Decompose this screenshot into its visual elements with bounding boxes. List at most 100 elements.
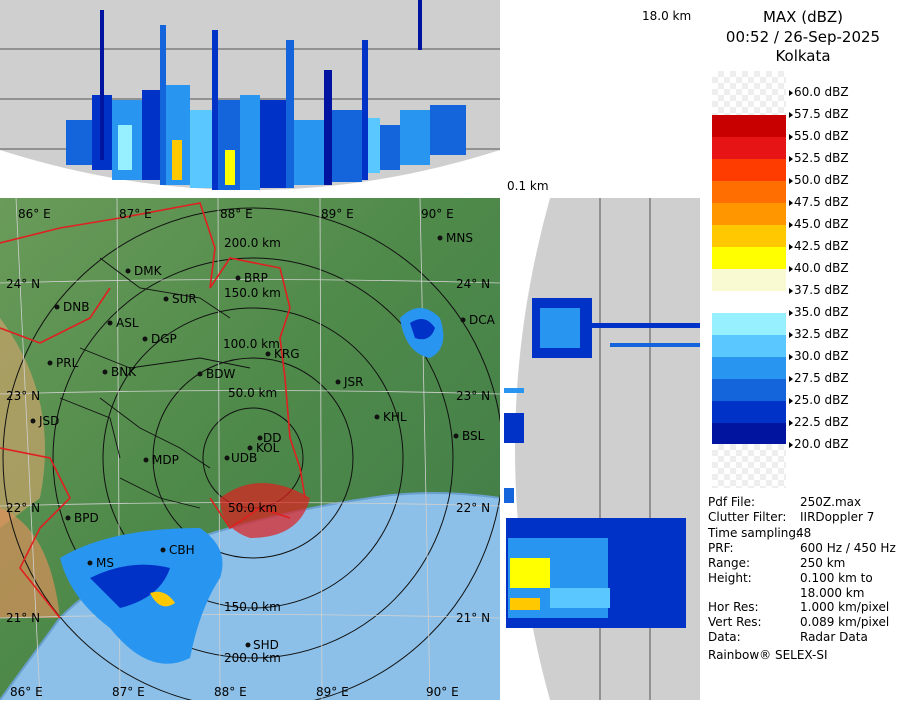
legend-level-label: 30.0 dBZ [794,349,849,363]
lon-label-top: 86° E [18,207,51,221]
info-label: Time sampling: [708,526,801,540]
info-value: Radar Data [800,630,868,644]
product-title: MAX (dBZ) [762,8,844,26]
city-label: DCA [469,313,496,327]
legend-tick [789,332,793,338]
info-value: 48 [796,526,812,540]
city-label: BPD [74,511,99,525]
legend-swatch [712,313,786,335]
radar-map: MNS DMK BRP SUR DNB ASL DGP DCA PRL KRG … [0,198,500,700]
datetime: 00:52 / 26-Sep-2025 [725,28,881,46]
lat-label-right: 22° N [456,501,490,515]
top-height-label: 18.0 km [642,9,692,23]
lon-label-bottom: 86° E [10,685,43,699]
side-profile-plot [500,198,700,700]
lat-label-left: 23° N [6,389,40,403]
legend-level-label: 32.5 dBZ [794,327,849,341]
city-label: BDW [206,367,235,381]
earth-curvature [0,150,500,198]
legend-level-label: 50.0 dBZ [794,173,849,187]
plateau-area [0,318,45,528]
city-label: SUR [172,292,197,306]
legend-level-label: 22.5 dBZ [794,415,849,429]
bottom-height-label: 0.1 km [507,179,549,193]
range-ring-label: 50.0 km [228,501,277,515]
legend-tick [789,310,793,316]
legend-tick [789,134,793,140]
info-value: IIRDoppler 7 [800,510,875,524]
map-plot: MNS DMK BRP SUR DNB ASL DGP DCA PRL KRG … [0,198,500,700]
info-label: Pdf File: [708,495,756,509]
lat-label-right: 21° N [456,611,490,625]
legend-swatch [712,203,786,225]
info-value: 250Z.max [800,495,862,509]
legend-swatch [712,401,786,423]
info-label: Range: [708,556,751,570]
city-label: BSL [462,429,485,443]
legend-tick [789,354,793,360]
info-label: Clutter Filter: [708,510,787,524]
range-ring-label: 50.0 km [228,386,277,400]
legend-level-label: 25.0 dBZ [794,393,849,407]
range-ring-label: 200.0 km [224,236,281,250]
range-rings [2,207,500,700]
legend-level-label: 40.0 dBZ [794,261,849,275]
legend-swatch [712,423,786,445]
info-label: Hor Res: [708,600,759,614]
info-value: 0.089 km/pixel [800,615,890,629]
range-ring-label: 150.0 km [224,600,281,614]
legend-level-label: 55.0 dBZ [794,129,849,143]
legend-tick [789,200,793,206]
legend-swatch [712,335,786,357]
legend-tick [789,178,793,184]
city-label: PRL [56,356,79,370]
legend-swatch [712,357,786,379]
legend-level-label: 57.5 dBZ [794,107,849,121]
range-ring-label: 150.0 km [224,286,281,300]
legend-swatch [712,269,786,291]
info-value: 1.000 km/pixel [800,600,890,614]
legend-tick [789,442,793,448]
city-label: ASL [116,316,139,330]
lon-label-bottom: 87° E [112,685,145,699]
city-label: BRP [244,271,268,285]
info-label: Data: [708,630,741,644]
city-label: UDB [231,451,257,465]
legend-swatch [712,115,786,137]
legend-tick [789,112,793,118]
info-label: Vert Res: [708,615,762,629]
legend-tick [789,420,793,426]
city-label: DNB [63,300,89,314]
lat-label-left: 24° N [6,277,40,291]
top-vertical-profile [0,0,500,198]
legend-level-label: 42.5 dBZ [794,239,849,253]
legend-swatch [712,247,786,269]
city-label: MS [96,556,114,570]
range-ring-label: 200.0 km [224,651,281,665]
legend-swatch [712,291,786,313]
legend-level-label: 52.5 dBZ [794,151,849,165]
legend-tick [789,244,793,250]
legend-swatch-above [712,71,786,115]
lon-label-top: 90° E [421,207,454,221]
legend-swatch-below [712,444,786,488]
lon-label-bottom: 90° E [426,685,459,699]
info-value: 18.000 km [800,586,865,600]
city-label: MDP [152,453,179,467]
info-value: 600 Hz / 450 Hz [800,541,896,555]
lon-label-top: 89° E [321,207,354,221]
lat-label-left: 21° N [6,611,40,625]
side-vertical-profile [500,198,700,700]
city-label: KHL [383,410,407,424]
city-label: SHD [253,638,279,652]
top-profile-plot [0,0,500,198]
footer-credit: Rainbow® SELEX-SI [708,648,828,662]
info-label: Height: [708,571,752,585]
info-label: PRF: [708,541,734,555]
city-label: MNS [446,231,473,245]
legend-level-label: 47.5 dBZ [794,195,849,209]
lon-label-top: 88° E [220,207,253,221]
graticule [0,198,500,700]
city-label: BNK [111,365,137,379]
